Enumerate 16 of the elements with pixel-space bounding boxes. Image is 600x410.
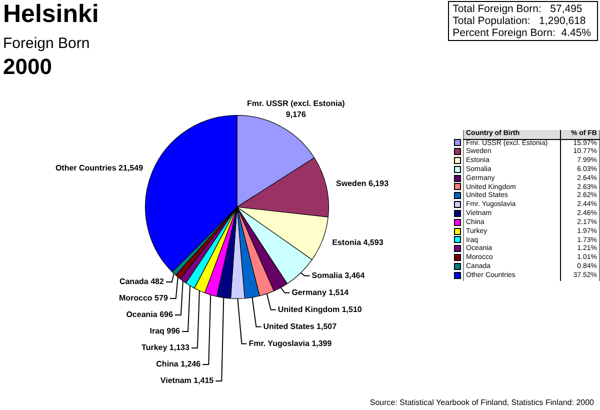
category-label: Somalia 3,464: [312, 270, 365, 280]
slice-label: Fmr. USSR (excl. Estonia): [247, 99, 346, 108]
data-label: 9,176: [286, 110, 306, 120]
text: Total Foreign Born: 57,495: [452, 3, 582, 15]
text: 2000: [3, 54, 52, 80]
category-label: Estonia 4,593: [332, 238, 384, 248]
category-label: Oceania 696: [126, 310, 173, 320]
text: Percent Foreign Born: 4.45%: [452, 27, 591, 39]
category-label: Sweden 6,193: [336, 179, 389, 188]
chart-title: Helsinki: [3, 0, 99, 29]
source-note: Source: Statistical Yearbook of Finland, Statistics Finland: 2000: [370, 398, 594, 407]
chart-subtitle: Foreign Born: [3, 35, 90, 52]
category-label: Morocco 579: [118, 294, 168, 303]
category-label: Other Countries 21,549: [55, 163, 144, 172]
category-label: Canada 482: [119, 277, 164, 286]
text: Total Population: 1,290,618: [452, 15, 586, 27]
